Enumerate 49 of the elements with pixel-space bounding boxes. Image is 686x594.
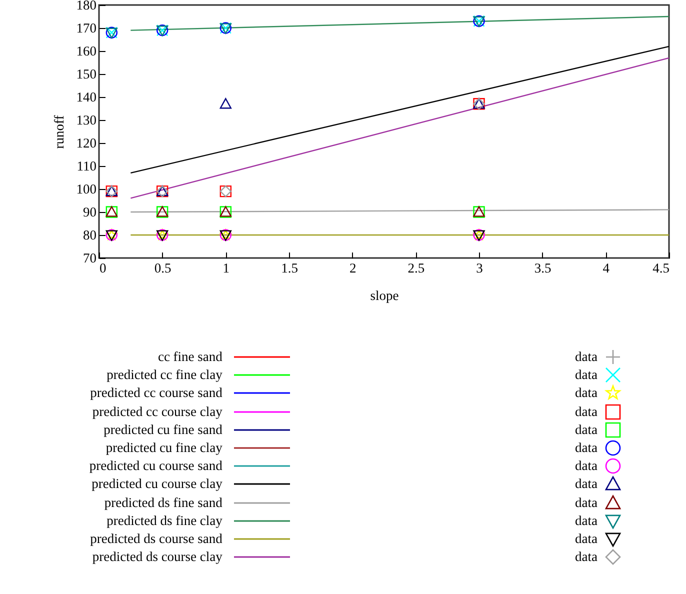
y-tick-label: 160 <box>76 44 97 58</box>
y-tick-label: 140 <box>76 90 97 104</box>
legend-label: data <box>574 494 598 512</box>
legend-label: predicted cu fine clay <box>104 438 222 457</box>
y-tick-label: 100 <box>76 182 97 196</box>
legend-label: data <box>574 366 598 384</box>
x-tick-label: 1 <box>222 260 230 276</box>
x-tick-label: 3.5 <box>534 260 552 276</box>
legend-label: predicted ds course clay <box>91 548 222 566</box>
legend-label: data <box>574 402 598 421</box>
legend-label: predicted cc course clay <box>91 402 222 421</box>
legend-label: predicted ds fine clay <box>106 512 222 530</box>
legend-label: predicted cu course sand <box>88 457 222 476</box>
legend-label: data <box>574 548 598 566</box>
x-tick-label: 3 <box>476 260 484 276</box>
y-tick-label: 80 <box>83 228 97 242</box>
legend-label: predicted cu course clay <box>90 475 222 494</box>
legend-label: data <box>574 475 598 494</box>
x-tick-label: 4.5 <box>652 260 670 276</box>
legend-label: predicted cu fine sand <box>102 420 222 439</box>
y-tick-label: 120 <box>76 136 97 150</box>
y-tick-label: 170 <box>76 20 97 36</box>
x-axis-title: slope <box>370 288 399 303</box>
x-tick-label: 0.5 <box>154 260 172 276</box>
x-tick-label: 4 <box>602 260 610 276</box>
legend-label: data <box>574 384 598 402</box>
x-tick-label: 2 <box>349 260 356 276</box>
point <box>220 98 232 109</box>
legend-label: data <box>574 348 598 366</box>
y-axis-title: runoff <box>51 114 66 149</box>
y-tick-label: 150 <box>76 66 97 82</box>
y-tick-label: 110 <box>76 158 97 174</box>
legend-label: cc fine sand <box>156 348 222 366</box>
y-tick-label: 180 <box>76 0 97 12</box>
x-tick-label: 1.5 <box>281 260 298 276</box>
legend-label: data <box>574 457 598 476</box>
legend-label: predicted cc course sand <box>89 384 222 402</box>
y-tick-label: 90 <box>83 204 97 220</box>
legend-label: predicted ds course sand <box>89 530 222 548</box>
y-tick-label: 130 <box>76 112 97 128</box>
legend-label: data <box>574 512 598 530</box>
legend-label: predicted ds fine sand <box>103 494 222 512</box>
x-tick-label: 0 <box>100 260 106 276</box>
legend-label: data <box>574 438 598 457</box>
legend-label: data <box>574 420 598 439</box>
y-tick-label: 70 <box>83 250 97 266</box>
legend-label: predicted cc fine clay <box>106 366 222 384</box>
x-tick-label: 2.5 <box>408 260 425 276</box>
legend-label: data <box>574 530 598 548</box>
